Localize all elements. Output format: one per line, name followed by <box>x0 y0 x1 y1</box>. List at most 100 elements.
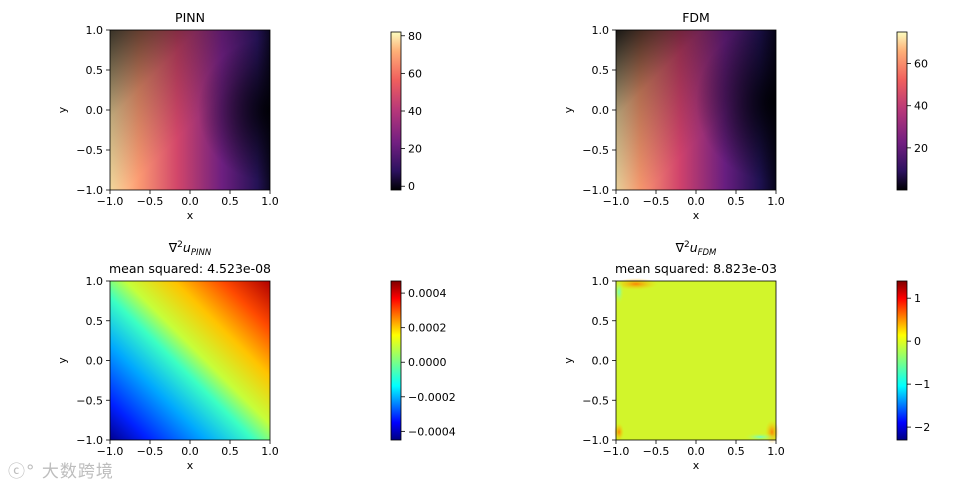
panel-laplacian-fdm: −1.0 −0.5 0.0 0.5 1.0 1.0 0.5 0.0 −0.5 −1.0 x y ∇2u… <box>562 240 930 472</box>
y-tick-label: −1.0 <box>582 434 609 447</box>
y-tick-label: −0.5 <box>76 144 103 157</box>
y-tick-label: 0.0 <box>86 355 104 368</box>
colorbar-tick-label: 0 <box>408 180 415 193</box>
colorbar-gradient <box>391 32 401 190</box>
title-base: ∇ <box>675 240 685 255</box>
y-tick-label: 0.0 <box>86 104 104 117</box>
axes: −1.0 −0.5 0.0 0.5 1.0 1.0 0.5 0.0 −0.5 −1.0 x y <box>56 24 279 222</box>
colorbar-tick-label: −0.0002 <box>408 391 456 404</box>
x-tick-label: 0.0 <box>687 195 705 208</box>
axes: −1.0 −0.5 0.0 0.5 1.0 1.0 0.5 0.0 −0.5 −1.0 x y <box>56 275 279 472</box>
panel-laplacian-pinn: −1.0 −0.5 0.0 0.5 1.0 1.0 0.5 0.0 −0.5 −1.0 x y ∇2u… <box>56 240 456 472</box>
chart-title: FDM <box>682 10 710 25</box>
colorbar-tick-label: 1 <box>914 292 921 305</box>
y-tick-label: 0.0 <box>592 355 610 368</box>
y-tick-label: 1.0 <box>592 24 610 37</box>
chart-subtitle: mean squared: 8.823e-03 <box>615 261 777 276</box>
colorbar-gradient <box>391 281 401 440</box>
title-sup: 2 <box>684 240 690 250</box>
panel-pinn: −1.0 −0.5 0.0 0.5 1.0 1.0 0.5 0.0 −0.5 −1.0 x y PIN… <box>56 10 422 222</box>
x-tick-label: 0.5 <box>221 195 239 208</box>
x-tick-label: −1.0 <box>97 195 124 208</box>
x-tick-label: 0.5 <box>727 445 745 458</box>
y-tick-label: −0.5 <box>582 144 609 157</box>
x-tick-label: 1.0 <box>261 195 279 208</box>
x-tick-label: 1.0 <box>261 445 279 458</box>
y-tick-label: 0.5 <box>592 315 610 328</box>
y-tick-label: 1.0 <box>86 24 104 37</box>
colorbar-tick-label: 60 <box>914 58 928 71</box>
x-tick-label: −1.0 <box>603 445 630 458</box>
x-tick-label: −0.5 <box>643 445 670 458</box>
heatmap-image <box>614 278 779 444</box>
y-tick-label: −1.0 <box>582 184 609 197</box>
colorbar-frame <box>390 280 402 441</box>
colorbar-tick-label: −1 <box>914 378 930 391</box>
colorbar-tick-label: 0 <box>914 335 921 348</box>
y-tick-label: 1.0 <box>592 275 610 288</box>
chart-title: ∇2uPINN <box>168 240 212 258</box>
x-axis-label: x <box>693 459 700 472</box>
y-tick-label: 0.0 <box>592 104 610 117</box>
x-tick-label: −0.5 <box>137 445 164 458</box>
colorbar-tick-label: 20 <box>914 142 928 155</box>
y-axis-label: y <box>562 357 575 364</box>
colorbar-tick-label: 0.0004 <box>408 287 447 300</box>
x-tick-label: 1.0 <box>767 445 785 458</box>
x-tick-label: 0.0 <box>181 195 199 208</box>
colorbar-tick-label: 20 <box>408 143 422 156</box>
colorbar-frame <box>896 280 908 441</box>
colorbar-tick-label: 60 <box>408 67 422 80</box>
chart-subtitle: mean squared: 4.523e-08 <box>109 261 271 276</box>
y-tick-label: −1.0 <box>76 184 103 197</box>
y-tick-label: 0.5 <box>86 315 104 328</box>
x-tick-label: 0.5 <box>727 195 745 208</box>
colorbar-tick-label: −2 <box>914 421 930 434</box>
colorbar-tick-label: 40 <box>408 105 422 118</box>
x-tick-label: −1.0 <box>603 195 630 208</box>
panel-fdm: −1.0 −0.5 0.0 0.5 1.0 1.0 0.5 0.0 −0.5 −1.0 x y FDM… <box>562 10 928 222</box>
axes: −1.0 −0.5 0.0 0.5 1.0 1.0 0.5 0.0 −0.5 −1.0 x y <box>562 275 785 472</box>
y-tick-label: −1.0 <box>76 434 103 447</box>
title-var: u <box>690 240 698 255</box>
y-axis-label: y <box>56 106 69 113</box>
title-var: u <box>183 240 191 255</box>
heatmap-image <box>110 30 270 190</box>
title-sup: 2 <box>177 240 183 250</box>
chart-title: ∇2uFDM <box>675 240 717 258</box>
colorbar-gradient <box>897 32 907 190</box>
y-tick-label: −0.5 <box>76 394 103 407</box>
x-axis-label: x <box>187 209 194 222</box>
colorbar: 1 0 −1 −2 <box>896 280 930 441</box>
heatmap-image <box>110 281 270 440</box>
watermark: ⓒ° 大数跨境 <box>8 457 114 482</box>
x-tick-label: 0.0 <box>181 445 199 458</box>
x-tick-label: 1.0 <box>767 195 785 208</box>
y-tick-label: −0.5 <box>582 394 609 407</box>
colorbar: 80 60 40 20 0 <box>390 30 422 193</box>
chart-title: PINN <box>175 10 205 25</box>
title-base: ∇ <box>168 240 178 255</box>
y-axis-label: y <box>56 357 69 364</box>
colorbar-gradient <box>897 281 907 440</box>
x-tick-label: −1.0 <box>97 445 124 458</box>
colorbar: 60 40 20 <box>896 31 928 191</box>
x-tick-label: −0.5 <box>643 195 670 208</box>
y-tick-label: 0.5 <box>592 64 610 77</box>
colorbar-tick-label: 0.0002 <box>408 322 447 335</box>
colorbar-tick-label: −0.0004 <box>408 425 456 438</box>
x-tick-label: 0.0 <box>687 445 705 458</box>
colorbar-tick-label: 80 <box>408 30 422 43</box>
title-sub: FDM <box>698 248 717 258</box>
y-tick-label: 0.5 <box>86 64 104 77</box>
axes: −1.0 −0.5 0.0 0.5 1.0 1.0 0.5 0.0 −0.5 −1.0 x y <box>562 24 785 222</box>
title-sub: PINN <box>191 248 212 258</box>
colorbar-tick-label: 40 <box>914 100 928 113</box>
x-axis-label: x <box>693 209 700 222</box>
heatmap-image <box>616 30 776 190</box>
x-tick-label: −0.5 <box>137 195 164 208</box>
x-axis-label: x <box>187 459 194 472</box>
colorbar-tick-label: 0.0000 <box>408 356 447 369</box>
colorbar-frame <box>896 31 908 191</box>
